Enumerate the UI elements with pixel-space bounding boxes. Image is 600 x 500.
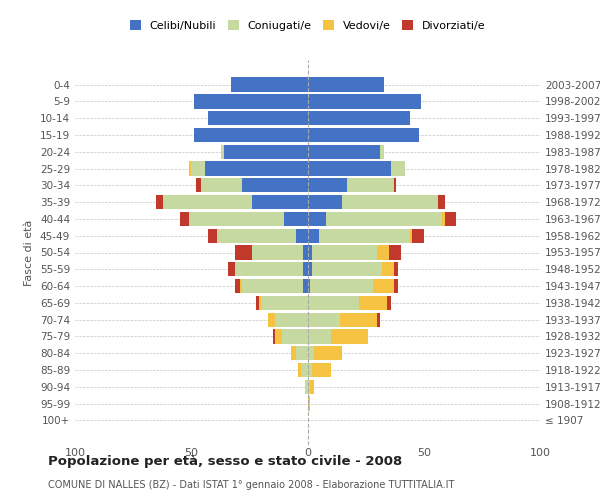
Bar [331,330,368,344]
Bar [410,228,412,243]
Bar [308,330,331,344]
Bar [268,312,275,327]
Bar [382,262,394,276]
Bar [359,296,386,310]
Y-axis label: Fasce di età: Fasce di età [25,220,34,286]
Legend: Celibi/Nubili, Coniugati/e, Vedovi/e, Divorziati/e: Celibi/Nubili, Coniugati/e, Vedovi/e, Di… [125,16,490,35]
Bar [412,228,424,243]
Bar [308,178,347,192]
Bar [298,363,301,377]
Bar [347,178,394,192]
Bar [240,279,242,293]
Bar [189,212,284,226]
Bar [377,246,389,260]
Bar [252,195,308,210]
Bar [200,178,242,192]
Bar [305,380,308,394]
Bar [194,128,308,142]
Bar [442,212,445,226]
Bar [275,330,282,344]
Bar [157,195,163,210]
Bar [301,363,308,377]
Bar [308,212,326,226]
Bar [163,195,252,210]
Bar [189,162,191,175]
Bar [196,178,200,192]
Bar [314,346,343,360]
Bar [235,262,303,276]
Bar [308,246,312,260]
Bar [391,162,405,175]
Bar [259,296,261,310]
Bar [208,228,217,243]
Bar [308,346,314,360]
Bar [394,279,398,293]
Bar [235,279,240,293]
Bar [308,78,384,92]
Bar [319,228,410,243]
Bar [272,330,275,344]
Bar [205,162,308,175]
Text: COMUNE DI NALLES (BZ) - Dati ISTAT 1° gennaio 2008 - Elaborazione TUTTITALIA.IT: COMUNE DI NALLES (BZ) - Dati ISTAT 1° ge… [48,480,454,490]
Bar [308,228,319,243]
Bar [373,279,394,293]
Bar [229,262,235,276]
Bar [312,246,377,260]
Bar [308,195,343,210]
Bar [235,246,252,260]
Bar [308,162,391,175]
Bar [308,363,312,377]
Bar [377,312,380,327]
Bar [308,380,310,394]
Bar [386,296,391,310]
Bar [343,195,438,210]
Bar [282,330,308,344]
Bar [380,144,384,159]
Bar [284,212,308,226]
Bar [291,346,296,360]
Bar [242,178,308,192]
Bar [308,396,310,410]
Bar [194,94,308,108]
Bar [308,111,410,126]
Bar [438,195,445,210]
Bar [179,212,189,226]
Bar [296,346,308,360]
Bar [308,94,421,108]
Bar [242,279,303,293]
Bar [394,262,398,276]
Text: Popolazione per età, sesso e stato civile - 2008: Popolazione per età, sesso e stato civil… [48,455,402,468]
Bar [256,296,259,310]
Bar [208,111,308,126]
Bar [310,380,314,394]
Bar [231,78,308,92]
Bar [389,246,401,260]
Bar [340,312,377,327]
Bar [308,312,340,327]
Bar [445,212,457,226]
Bar [308,262,312,276]
Bar [326,212,442,226]
Bar [224,144,308,159]
Bar [275,312,308,327]
Bar [312,363,331,377]
Bar [310,279,373,293]
Bar [252,246,303,260]
Bar [296,228,308,243]
Bar [312,262,382,276]
Bar [303,279,308,293]
Bar [191,162,205,175]
Bar [221,144,224,159]
Bar [394,178,396,192]
Bar [308,296,359,310]
Bar [261,296,308,310]
Bar [308,279,310,293]
Bar [217,228,296,243]
Bar [308,144,380,159]
Bar [303,262,308,276]
Bar [303,246,308,260]
Bar [308,128,419,142]
